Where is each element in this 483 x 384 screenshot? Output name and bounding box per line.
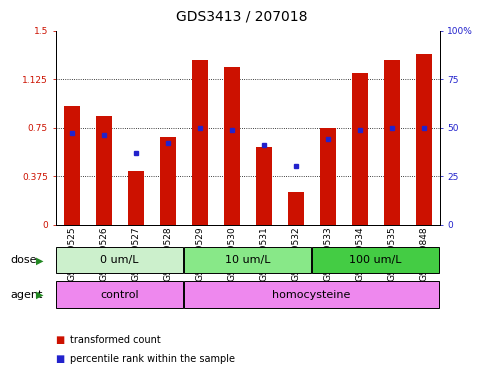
Bar — [384, 60, 399, 225]
Text: 0 um/L: 0 um/L — [100, 255, 139, 265]
Bar — [184, 247, 311, 273]
Text: transformed count: transformed count — [70, 335, 161, 345]
Text: agent: agent — [11, 290, 43, 300]
Text: 10 um/L: 10 um/L — [225, 255, 270, 265]
Text: control: control — [100, 290, 139, 300]
Text: ▶: ▶ — [36, 290, 44, 300]
Bar — [415, 54, 431, 225]
Text: homocysteine: homocysteine — [272, 290, 351, 300]
Bar — [320, 128, 336, 225]
Bar — [128, 171, 143, 225]
Text: percentile rank within the sample: percentile rank within the sample — [70, 354, 235, 364]
Bar — [56, 247, 183, 273]
Text: GDS3413 / 207018: GDS3413 / 207018 — [176, 10, 307, 23]
Text: 100 um/L: 100 um/L — [349, 255, 402, 265]
Bar — [64, 106, 80, 225]
Text: ■: ■ — [56, 335, 65, 345]
Bar — [184, 281, 439, 308]
Bar — [224, 67, 240, 225]
Bar — [312, 247, 439, 273]
Text: ▶: ▶ — [36, 255, 44, 265]
Bar — [256, 147, 271, 225]
Bar — [56, 281, 183, 308]
Text: ■: ■ — [56, 354, 65, 364]
Bar — [159, 137, 175, 225]
Bar — [96, 116, 112, 225]
Bar — [352, 73, 368, 225]
Text: dose: dose — [11, 255, 37, 265]
Bar — [192, 60, 208, 225]
Bar — [287, 192, 303, 225]
